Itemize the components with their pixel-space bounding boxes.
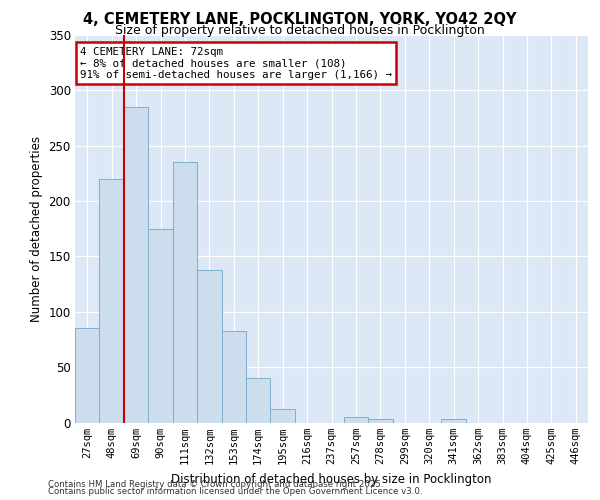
- Text: 4 CEMETERY LANE: 72sqm
← 8% of detached houses are smaller (108)
91% of semi-det: 4 CEMETERY LANE: 72sqm ← 8% of detached …: [80, 46, 392, 80]
- Bar: [124, 107, 148, 422]
- Bar: [344, 417, 368, 422]
- Text: Size of property relative to detached houses in Pocklington: Size of property relative to detached ho…: [115, 24, 485, 37]
- Bar: [271, 409, 295, 422]
- Bar: [75, 328, 100, 422]
- Bar: [100, 179, 124, 422]
- Bar: [246, 378, 271, 422]
- Text: Contains HM Land Registry data © Crown copyright and database right 2025.: Contains HM Land Registry data © Crown c…: [48, 480, 383, 489]
- Y-axis label: Number of detached properties: Number of detached properties: [30, 136, 43, 322]
- Bar: [442, 419, 466, 422]
- Text: Contains public sector information licensed under the Open Government Licence v3: Contains public sector information licen…: [48, 487, 422, 496]
- Bar: [368, 419, 392, 422]
- Bar: [148, 229, 173, 422]
- Bar: [197, 270, 221, 422]
- Bar: [221, 330, 246, 422]
- X-axis label: Distribution of detached houses by size in Pocklington: Distribution of detached houses by size …: [171, 472, 492, 486]
- Bar: [173, 162, 197, 422]
- Text: 4, CEMETERY LANE, POCKLINGTON, YORK, YO42 2QY: 4, CEMETERY LANE, POCKLINGTON, YORK, YO4…: [83, 12, 517, 28]
